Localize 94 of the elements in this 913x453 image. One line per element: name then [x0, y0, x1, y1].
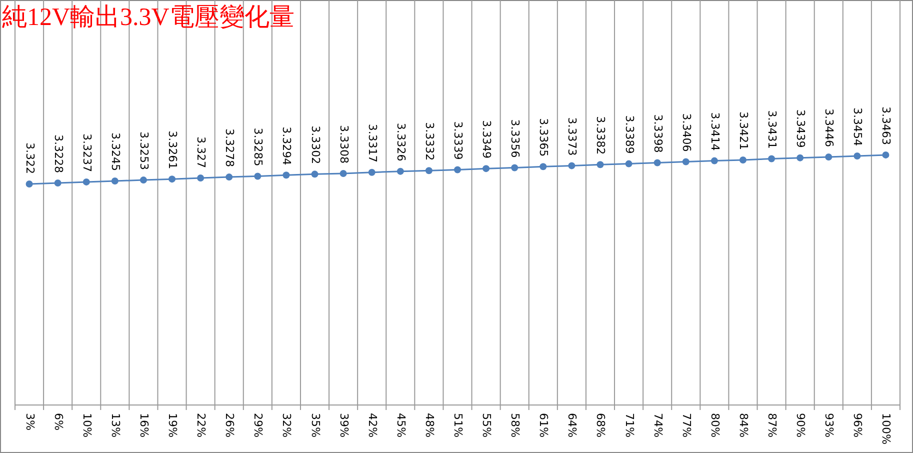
data-label: 3.3398: [651, 114, 664, 153]
x-tick-label: 90%: [794, 413, 808, 438]
x-tick-label: 71%: [622, 413, 636, 438]
x-tick-label: 48%: [422, 413, 436, 438]
x-tick-label: 58%: [508, 413, 522, 438]
x-tick-label: 42%: [366, 413, 379, 438]
data-label: 3.3302: [308, 126, 322, 164]
data-label: 3.3285: [252, 128, 265, 166]
point: [226, 174, 233, 181]
data-label: 3.3317: [366, 124, 379, 162]
point: [26, 180, 33, 188]
data-label: 3.3261: [166, 130, 180, 170]
data-label: 3.327: [194, 136, 208, 168]
point: [311, 170, 318, 178]
point: [396, 168, 404, 175]
point: [425, 167, 432, 174]
data-label: 3.322: [23, 142, 36, 174]
x-tick-label: 84%: [736, 413, 750, 438]
point: [710, 157, 718, 164]
point: [197, 174, 204, 182]
x-tick-label: 61%: [537, 413, 550, 438]
x-tick-label: 10%: [80, 413, 94, 438]
data-label: 3.3356: [508, 119, 522, 158]
data-label: 3.3389: [622, 115, 636, 154]
x-tick-label: 87%: [766, 413, 779, 438]
data-label: 3.3446: [822, 108, 836, 147]
data-label: 3.3463: [880, 106, 893, 145]
data-label: 3.3245: [108, 132, 122, 171]
data-label: 3.3339: [451, 121, 464, 160]
point: [654, 159, 661, 166]
data-label: 3.3365: [537, 118, 550, 157]
x-tick-label: 19%: [166, 413, 180, 438]
point: [282, 172, 290, 179]
point: [825, 153, 832, 160]
x-tick-label: 6%: [52, 413, 65, 430]
point: [568, 162, 576, 170]
point: [140, 176, 147, 184]
data-label: 3.3439: [794, 109, 808, 148]
x-tick-label: 51%: [451, 413, 464, 438]
data-label: 3.3228: [52, 134, 65, 174]
x-tick-label: 3%: [23, 413, 36, 430]
point: [254, 172, 262, 180]
point: [454, 166, 461, 174]
point: [82, 178, 90, 186]
x-tick-label: 22%: [194, 413, 208, 438]
data-label: 3.3373: [566, 117, 579, 156]
data-label: 3.3382: [594, 116, 608, 155]
data-label: 3.3406: [680, 113, 693, 152]
point: [540, 163, 547, 170]
point: [768, 155, 776, 162]
x-tick-label: 16%: [137, 413, 150, 438]
x-tick-label: 29%: [252, 413, 265, 438]
x-tick-label: 74%: [651, 413, 664, 438]
x-tick-label: 55%: [480, 413, 494, 438]
x-tick-label: 93%: [822, 413, 836, 438]
x-tick-label: 100%: [880, 413, 893, 444]
point: [511, 164, 518, 172]
data-label: 3.3326: [394, 122, 408, 162]
x-tick-label: 26%: [223, 413, 236, 438]
x-tick-label: 45%: [394, 413, 408, 438]
point: [111, 177, 118, 184]
data-label: 3.3332: [422, 122, 436, 161]
data-label: 3.3431: [766, 110, 779, 149]
chart-title: 純12V輸出3.3V電壓變化量: [2, 4, 294, 31]
x-tick-label: 64%: [566, 413, 579, 438]
point: [368, 168, 376, 176]
data-label: 3.3414: [708, 112, 722, 151]
point: [854, 152, 861, 160]
data-label: 3.3294: [280, 126, 294, 166]
point: [625, 160, 632, 168]
data-label: 3.3278: [223, 128, 236, 168]
data-label: 3.3454: [851, 108, 864, 146]
x-tick-label: 96%: [851, 413, 864, 438]
data-label: 3.3253: [137, 132, 150, 170]
data-label: 3.3237: [80, 133, 94, 172]
x-tick-label: 80%: [708, 413, 722, 438]
point: [54, 180, 62, 187]
point: [739, 156, 746, 164]
point: [482, 165, 490, 172]
x-tick-label: 39%: [337, 413, 350, 438]
data-label: 3.3349: [480, 120, 494, 159]
point: [596, 161, 604, 168]
point: [340, 170, 347, 177]
x-tick-label: 77%: [680, 413, 693, 438]
point: [682, 158, 690, 166]
data-label: 3.3308: [337, 124, 350, 164]
data-label: 3.3421: [736, 111, 750, 150]
x-tick-label: 13%: [108, 413, 122, 438]
point: [882, 151, 890, 158]
x-tick-label: 35%: [308, 413, 322, 438]
x-tick-label: 32%: [280, 413, 294, 438]
point: [168, 176, 176, 183]
x-tick-label: 68%: [594, 413, 608, 438]
point: [796, 154, 804, 162]
